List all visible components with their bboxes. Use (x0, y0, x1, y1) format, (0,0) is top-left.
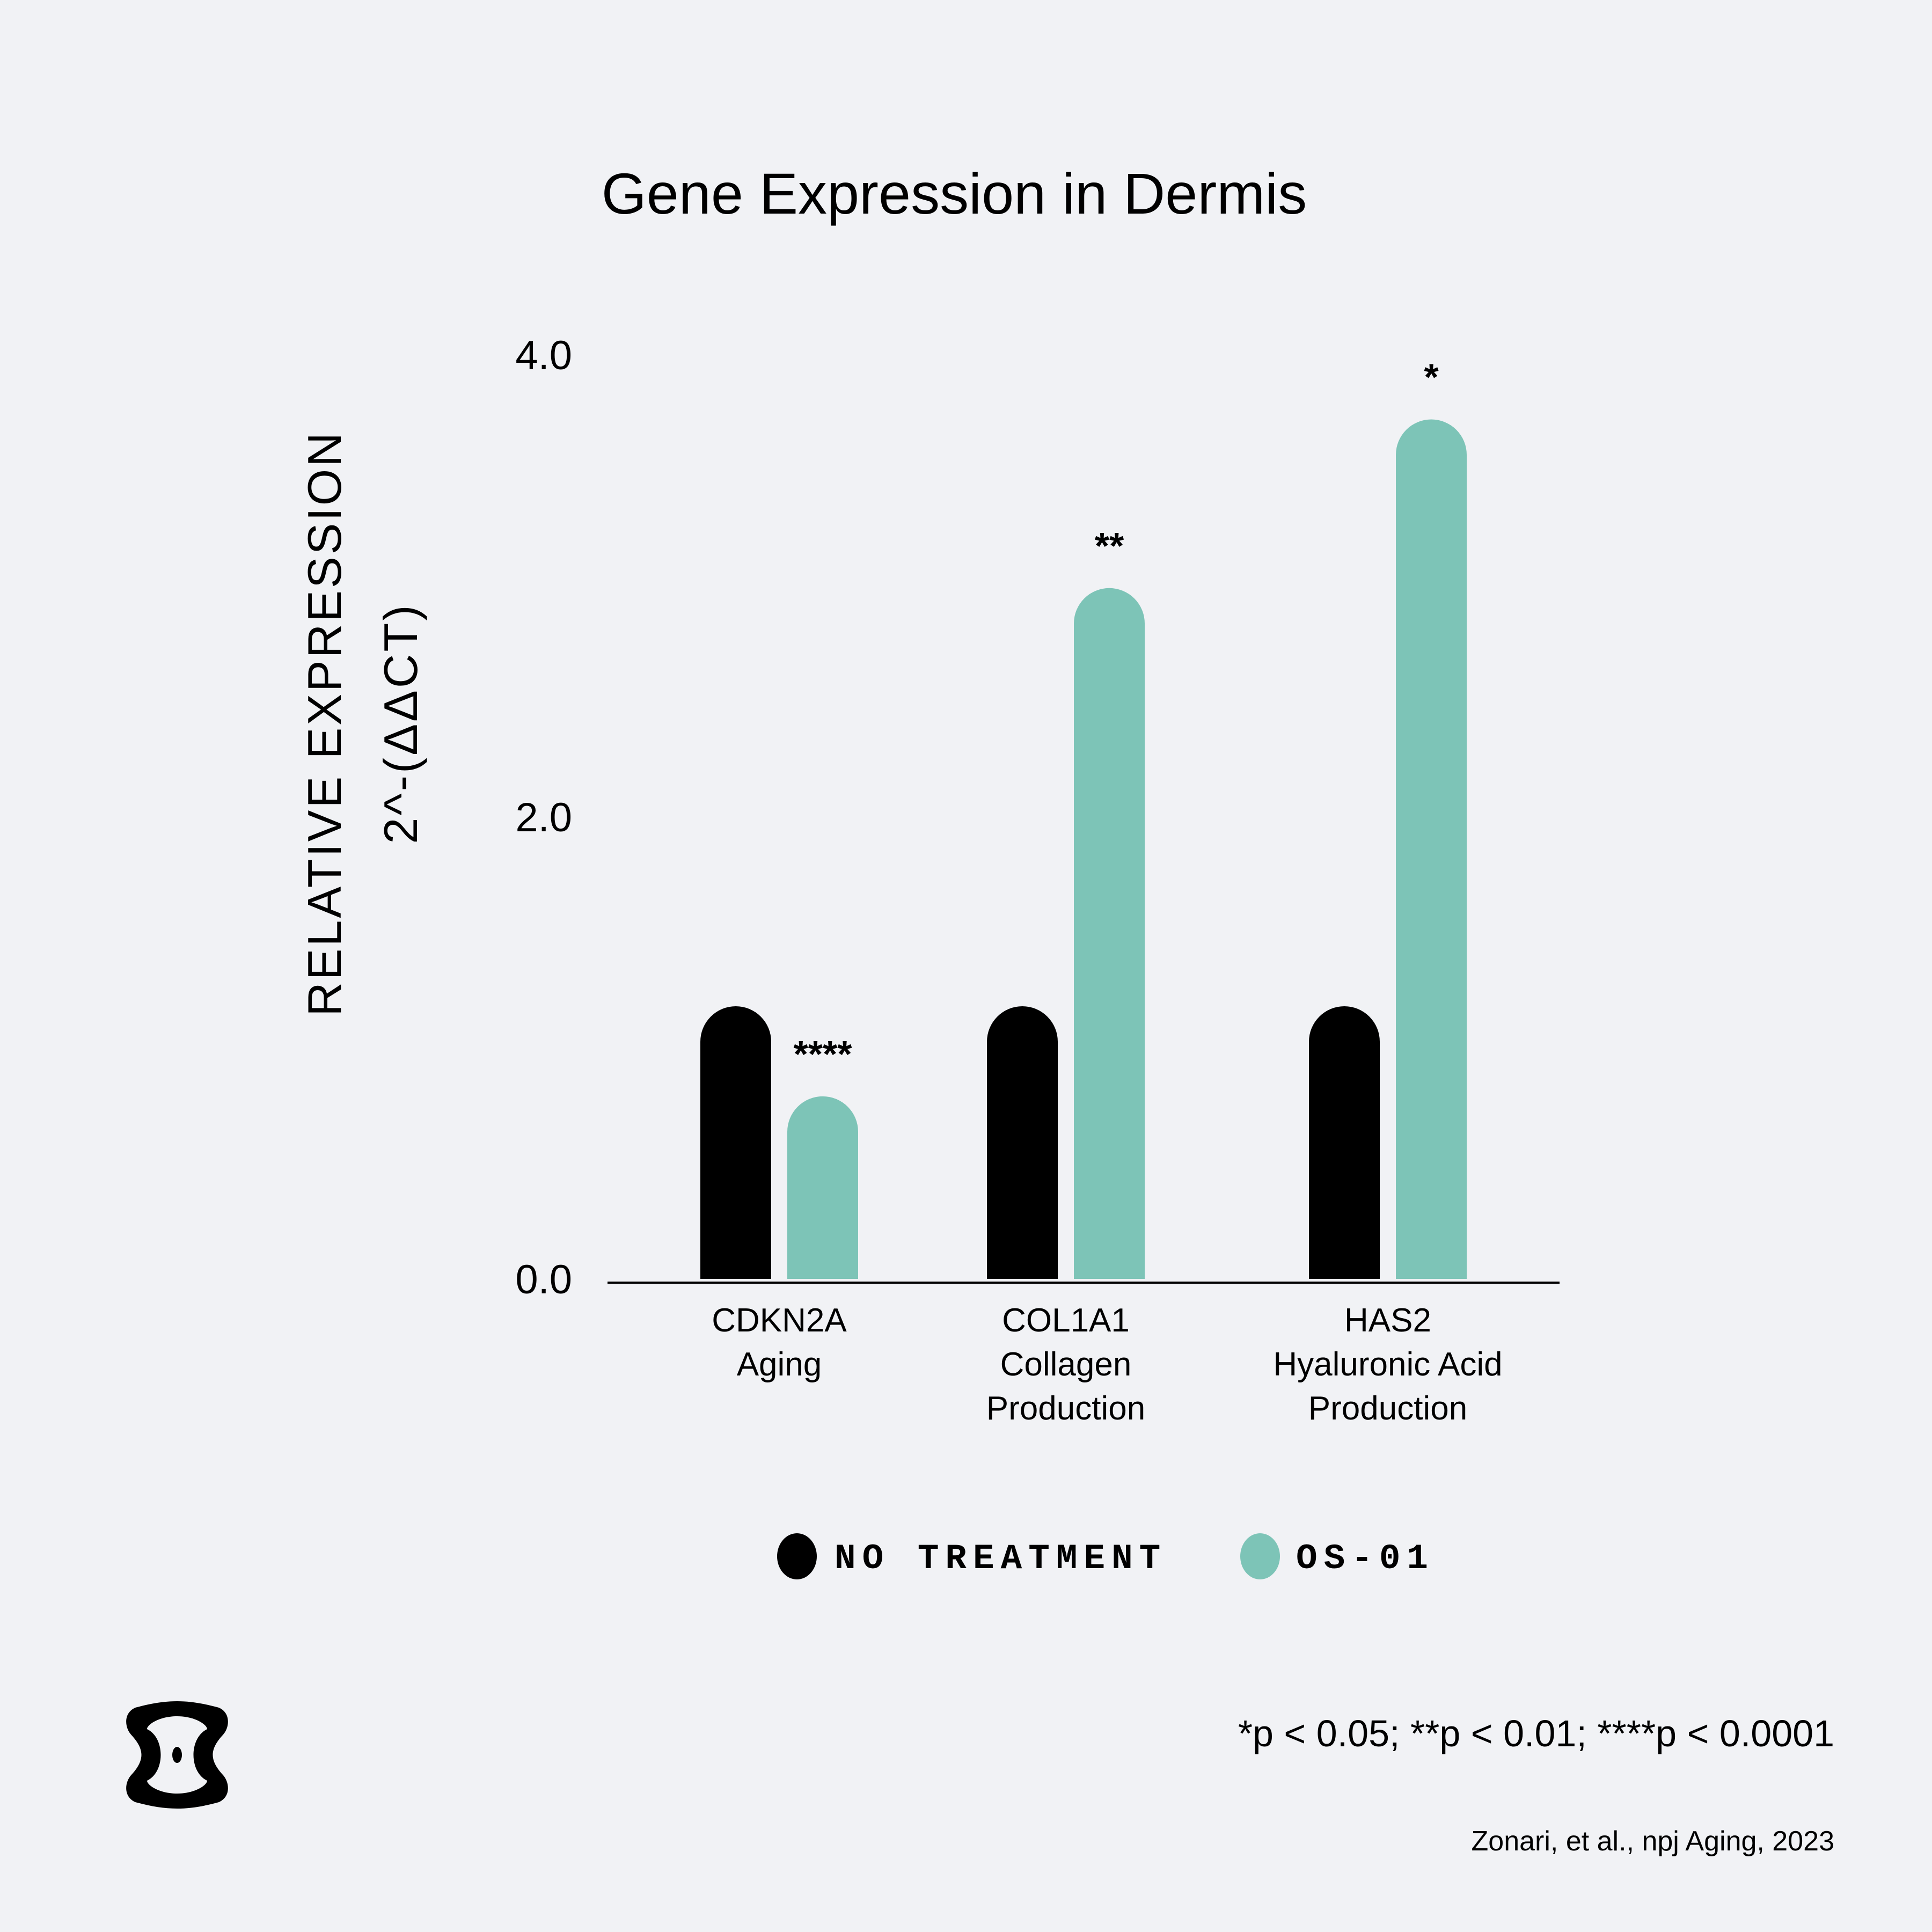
x-axis-labels: CDKN2A Aging COL1A1 Collagen Production HAS2 H… (712, 1302, 1502, 1427)
legend-swatch (777, 1533, 817, 1579)
bar-os-01 (787, 1096, 858, 1279)
legend-swatch (1240, 1533, 1280, 1579)
y-tick-label: 0.0 (515, 1257, 572, 1302)
bar-os-01 (1396, 419, 1467, 1279)
significance-mark: * (1424, 356, 1439, 398)
significance-mark: **** (794, 1033, 853, 1075)
y-tick-label: 2.0 (515, 795, 572, 840)
x-tick-label: Production (1308, 1390, 1467, 1427)
x-tick-label: Hyaluronic Acid (1273, 1346, 1502, 1383)
x-tick-label: Production (986, 1390, 1145, 1427)
citation: Zonari, et al., npj Aging, 2023 (1472, 1826, 1834, 1857)
x-tick-label: Collagen (1000, 1346, 1132, 1383)
y-axis-label: RELATIVE EXPRESSION 2^-(ΔΔCT) (298, 430, 427, 1016)
bar-no-treatment (700, 1006, 771, 1279)
x-tick-label: COL1A1 (1002, 1302, 1130, 1339)
x-tick-label: Aging (737, 1346, 822, 1383)
bar-no-treatment (987, 1006, 1058, 1279)
y-axis-label-sub: 2^-(ΔΔCT) (374, 603, 427, 844)
y-tick-label: 4.0 (515, 333, 572, 378)
legend-label: NO TREATMENT (835, 1539, 1167, 1579)
x-tick-label: CDKN2A (712, 1302, 847, 1339)
chart-title: Gene Expression in Dermis (602, 161, 1307, 226)
significance-marks: ******* (794, 356, 1439, 1075)
x-tick-label: HAS2 (1344, 1302, 1431, 1339)
significance-mark: ** (1095, 525, 1124, 567)
bar-no-treatment (1309, 1006, 1380, 1279)
brand-logo-icon (126, 1701, 228, 1809)
significance-note: *p < 0.05; **p < 0.01; ****p < 0.0001 (1238, 1713, 1834, 1754)
legend: NO TREATMENT OS-01 (777, 1533, 1435, 1579)
bar-os-01 (1074, 588, 1145, 1279)
legend-label: OS-01 (1296, 1539, 1435, 1579)
y-axis-label-main: RELATIVE EXPRESSION (298, 430, 351, 1016)
y-axis-ticks: 0.0 2.0 4.0 (515, 333, 572, 1302)
bars (700, 419, 1467, 1279)
